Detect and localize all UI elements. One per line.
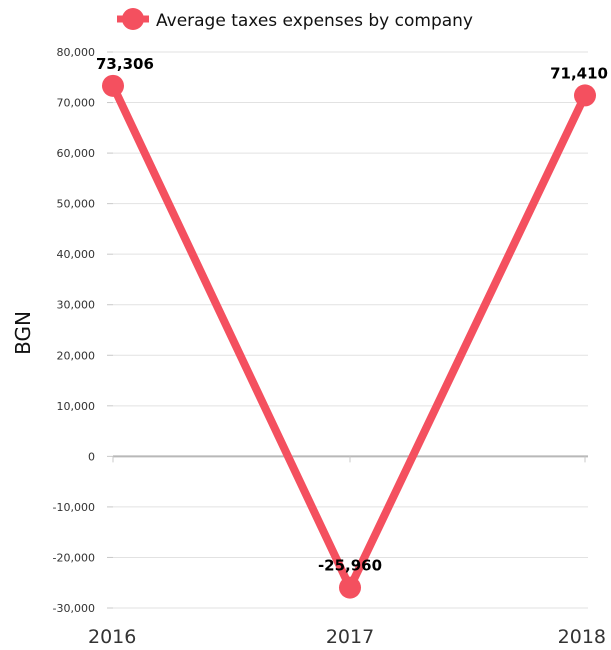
y-tick-label: 30,000 [57,299,96,312]
y-tick-label: 60,000 [57,147,96,160]
y-tick-label: -20,000 [53,551,95,564]
data-point [102,74,124,97]
y-tick-label: 70,000 [57,97,96,110]
y-tick-label: 20,000 [57,349,96,362]
grid-lines [107,51,588,609]
series-line [109,81,589,592]
x-axis: 2016 2017 2018 [88,456,606,648]
x-tick-label: 2016 [88,626,136,648]
legend-series-label: Average taxes expenses by company [156,11,473,31]
data-point [574,84,596,107]
legend-series-marker [117,8,149,30]
y-tick-label: 80,000 [57,46,96,59]
series-line-group: 73,306 -25,960 71,410 [96,55,608,599]
y-axis-label: BGN [11,311,35,355]
x-tick-label: 2018 [558,626,606,648]
y-tick-label: 40,000 [57,248,96,261]
data-label: 71,410 [550,64,608,82]
data-point [339,576,361,599]
chart-legend[interactable]: Average taxes expenses by company [117,8,473,31]
y-tick-label: 10,000 [57,400,96,413]
x-tick-label: 2017 [326,626,374,648]
y-tick-label: -30,000 [53,602,95,615]
legend-dot-icon [122,8,144,30]
data-label: 73,306 [96,55,154,73]
y-tick-label: 0 [88,450,95,463]
y-axis-tick-labels: 80,000 70,000 60,000 50,000 40,000 30,000 20,0… [53,46,95,615]
data-label: -25,960 [318,557,382,575]
y-tick-label: -10,000 [53,501,95,514]
y-tick-label: 50,000 [57,198,96,211]
